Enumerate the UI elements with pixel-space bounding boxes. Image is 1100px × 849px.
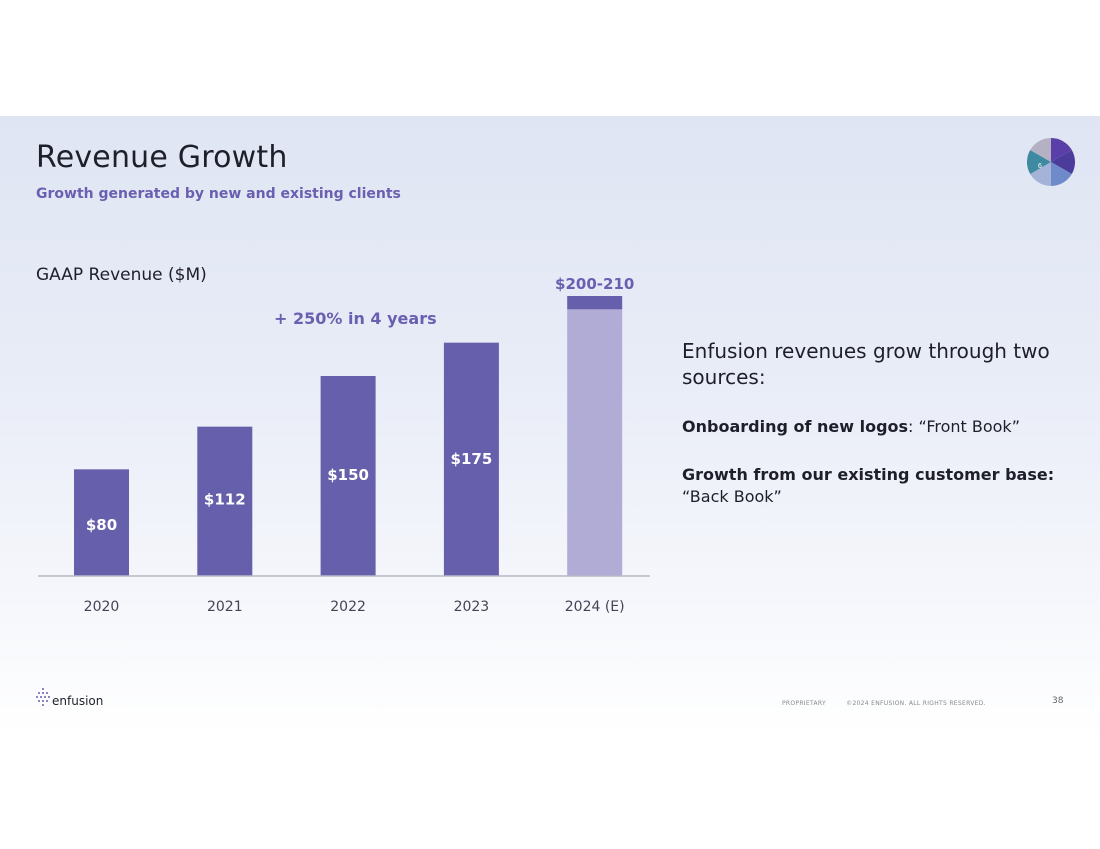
bar-value-label: $150 bbox=[327, 466, 369, 484]
logo-dots-icon bbox=[36, 688, 52, 706]
front-book-text: : “Front Book” bbox=[908, 417, 1020, 436]
x-tick-label: 2020 bbox=[84, 599, 120, 615]
bar-2024-estimate-base bbox=[567, 309, 623, 576]
enfusion-logo: enfusion bbox=[36, 686, 103, 708]
bar-2024-estimate-range bbox=[567, 296, 623, 310]
front-book-line: Onboarding of new logos: “Front Book” bbox=[682, 416, 1062, 438]
bar-2020 bbox=[74, 469, 129, 576]
page-title: Revenue Growth bbox=[36, 140, 288, 175]
growth-annotation: + 250% in 4 years bbox=[274, 309, 437, 328]
chart-title: GAAP Revenue ($M) bbox=[36, 265, 207, 285]
side-panel: Enfusion revenues grow through two sourc… bbox=[682, 338, 1062, 508]
copyright-label: ©2024 ENFUSION. ALL RIGHTS RESERVED. bbox=[846, 700, 986, 707]
bar-2023 bbox=[443, 342, 499, 576]
back-book-label: Growth from our existing customer base: bbox=[682, 465, 1055, 484]
page-subtitle: Growth generated by new and existing cli… bbox=[36, 186, 401, 202]
back-book-line: Growth from our existing customer base: “… bbox=[682, 464, 1062, 508]
bar-value-label: $112 bbox=[204, 490, 246, 508]
back-book-text: “Back Book” bbox=[682, 487, 782, 506]
revenue-bar-chart: $80 2020 $112 2021 $150 2022 $175 2023 $200-210 2… bbox=[38, 275, 650, 615]
proprietary-label: PROPRIETARY bbox=[782, 700, 826, 707]
logo-text: enfusion bbox=[52, 694, 104, 708]
footer-legal: PROPRIETARY ©2024 ENFUSION. ALL RIGHTS R… bbox=[782, 700, 1004, 707]
badge-number: 6 bbox=[1038, 163, 1042, 170]
x-tick-label: 2022 bbox=[330, 599, 366, 615]
x-tick-label: 2024 (E) bbox=[565, 599, 625, 615]
six-segment-badge-icon: 6 bbox=[1027, 138, 1075, 186]
bar-value-label: $80 bbox=[86, 516, 117, 534]
bar-value-label: $200-210 bbox=[555, 275, 634, 293]
page-number: 38 bbox=[1052, 696, 1064, 706]
slide: Revenue Growth Growth generated by new a… bbox=[0, 116, 1100, 736]
bar-2021 bbox=[197, 426, 253, 576]
x-tick-label: 2023 bbox=[454, 599, 490, 615]
front-book-label: Onboarding of new logos bbox=[682, 417, 909, 436]
side-heading: Enfusion revenues grow through two sourc… bbox=[682, 339, 1050, 389]
bar-2022 bbox=[320, 376, 376, 576]
bar-value-label: $175 bbox=[451, 450, 493, 468]
x-tick-label: 2021 bbox=[207, 599, 243, 615]
